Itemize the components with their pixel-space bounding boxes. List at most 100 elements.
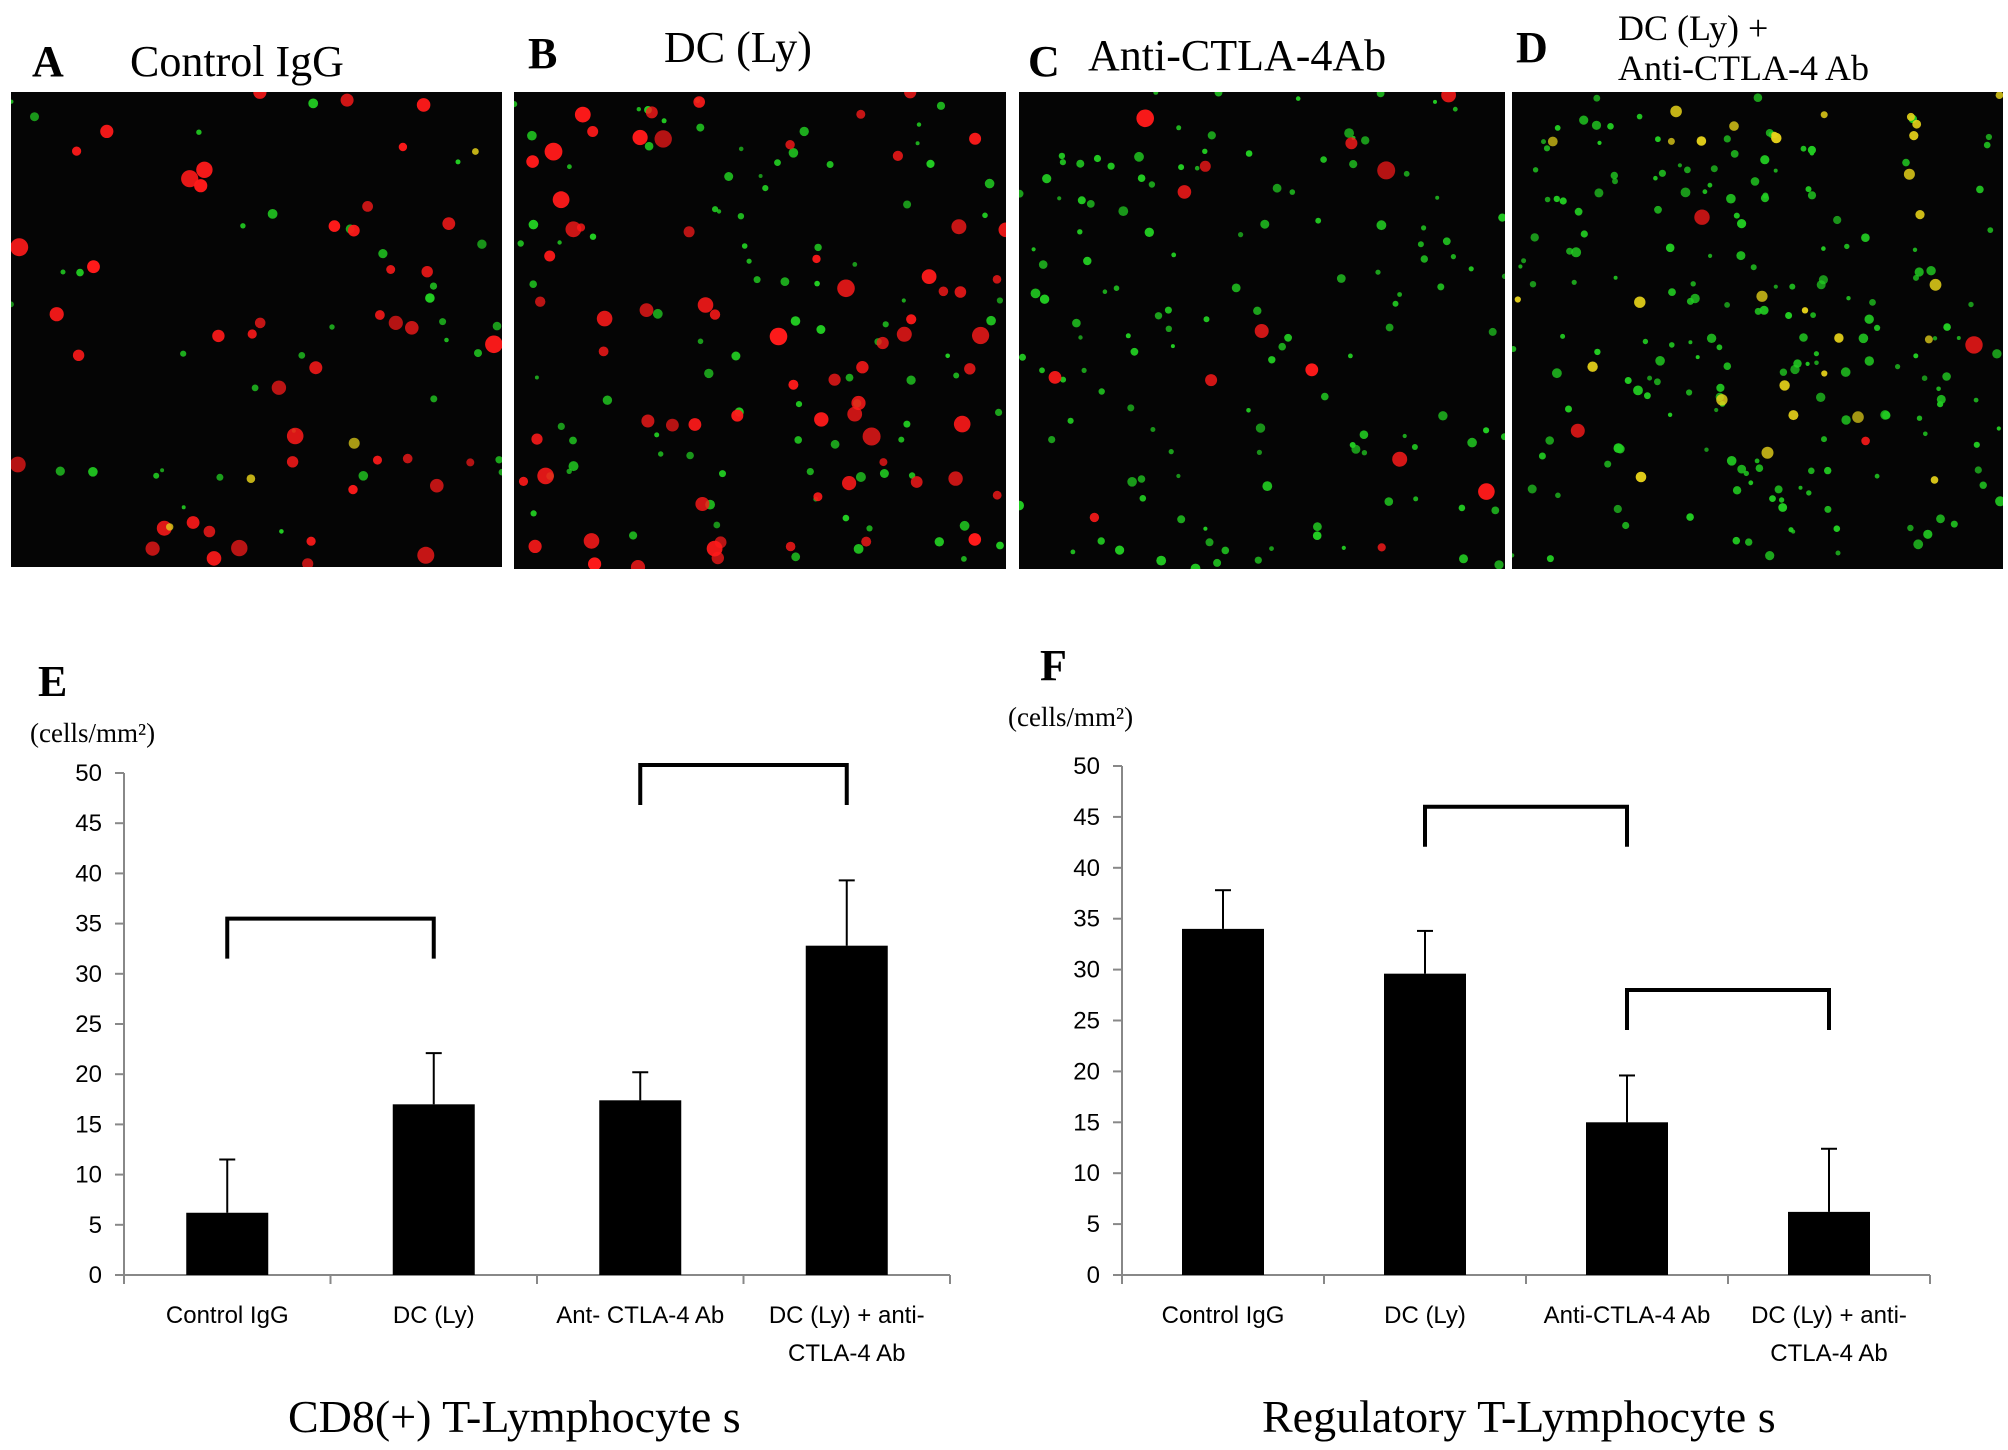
cell-dot [1906,112,1915,121]
cell-dot [799,126,809,137]
cell-dot [60,269,66,275]
cell-dot [1936,386,1941,392]
cell-dot [814,243,822,252]
cell-dot [1435,195,1440,200]
cell-dot [1882,411,1891,420]
cell-dot [1774,485,1783,494]
micrograph-control-igg [11,92,502,567]
cell-dot [954,286,967,298]
cell-dot [998,222,1006,238]
cell-dot [1704,447,1709,452]
cell-dot [1205,374,1218,387]
cell-dot [145,541,160,556]
cell-dot [11,456,26,473]
cell-dot [1914,267,1924,277]
x-tick-label: DC (Ly) [1384,1302,1466,1329]
cell-dot [1295,96,1301,101]
cell-dot [738,146,744,152]
chart-f-caption: Regulatory T-Lymphocyte s [1262,1391,1776,1442]
cell-dot [328,220,341,232]
cell-dot [49,307,64,322]
cell-dot [1895,364,1901,370]
bar [1586,1122,1668,1275]
cell-dot [569,436,577,445]
cell-dot [1565,405,1572,413]
cell-dot [1684,166,1691,174]
cell-dot [639,303,654,317]
cell-dot [658,451,664,457]
cell-dot [544,142,563,161]
cell-dot [719,470,726,478]
cell-dot [348,484,358,495]
cell-dot [1921,375,1928,382]
cell-dot [1594,188,1604,198]
cell-dot [587,126,599,137]
cell-dot [1150,427,1156,432]
cell-dot [1615,444,1625,454]
cell-dot [1869,299,1876,306]
panel-letter-e: E [38,657,68,706]
cell-dot [1177,185,1192,199]
cell-dot [1929,278,1942,291]
cell-dot [1278,342,1286,351]
cell-dot [1745,538,1753,546]
cell-dot [746,258,752,264]
cell-dot [55,466,65,476]
cell-dot [1789,283,1796,290]
cell-dot [654,432,660,438]
cell-dot [1580,230,1588,238]
cell-dot [1807,191,1817,200]
cell-dot [430,478,444,493]
y-tick-label: 0 [89,1262,102,1289]
cell-dot [1255,423,1266,433]
y-tick-label: 30 [1073,957,1100,984]
cell-dot [1194,165,1200,171]
cell-dot [879,458,888,467]
cell-dot [915,141,920,146]
cell-dot [1305,363,1319,377]
cell-dot [1450,254,1456,260]
cell-dot [1060,376,1067,383]
cell-dot [814,280,820,287]
cell-dot [1019,500,1024,511]
cell-dot [953,415,971,433]
cell-dot [1176,125,1182,131]
cell-dot [788,379,799,390]
cell-dot [724,172,734,181]
cell-dot [1125,333,1131,339]
micrograph-anti-ctla4 [1019,92,1505,569]
y-tick-label: 0 [1087,1262,1100,1289]
cell-dot [1604,460,1612,468]
cell-dot [711,551,724,565]
cell-dot [196,161,213,178]
cell-dot [1707,182,1713,188]
cell-dot [254,317,266,329]
cell-dot [495,456,502,464]
cell-dot [1458,504,1466,512]
cell-dot [1467,437,1477,448]
cell-dot [982,212,988,219]
cell-dot [1771,132,1782,144]
significance-bracket [1625,987,1831,1030]
cell-dot [1987,227,1994,234]
cell-dot [417,546,435,564]
chart-e-unit: (cells/mm²) [30,718,156,748]
cell-dot [1544,196,1551,203]
cell-dot [1852,411,1864,423]
cell-dot [1633,385,1643,396]
cell-dot [1170,344,1175,349]
cell-dot [903,420,911,428]
cell-dot [1442,237,1451,246]
cell-dot [1667,412,1673,417]
cell-dot [945,353,950,359]
cell-dot [654,130,672,148]
cell-dot [785,541,796,552]
cell-dot [1411,444,1418,450]
y-tick-label: 45 [75,810,102,837]
cell-dot [842,514,850,522]
cell-dot [1769,495,1776,502]
cell-dot [1968,301,1974,308]
cell-dot [1726,456,1737,466]
cell-dot [246,474,256,484]
cell-dot [1555,492,1561,499]
